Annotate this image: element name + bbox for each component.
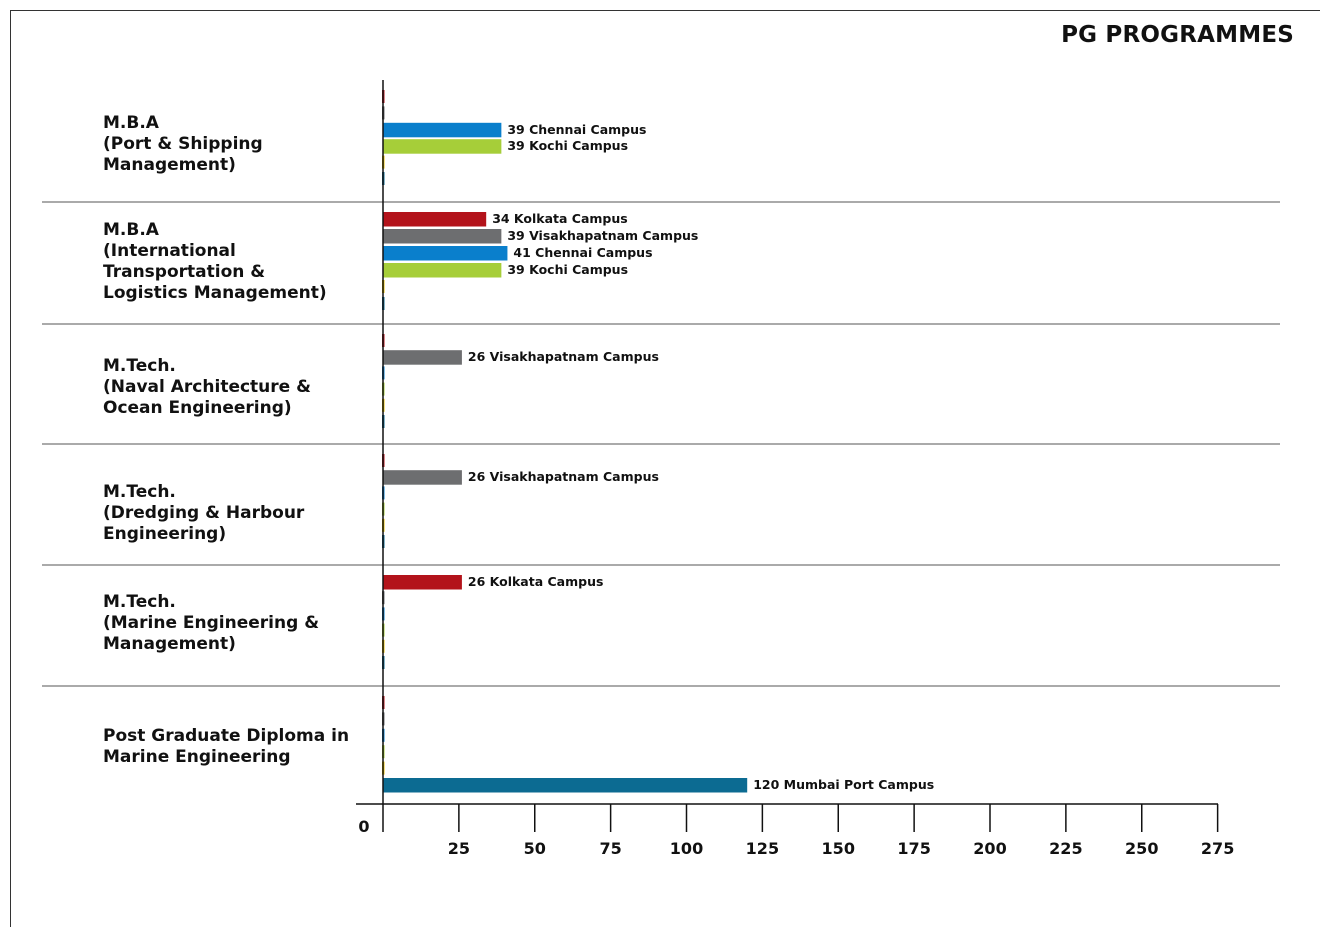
x-tick-label: 0 [358, 817, 369, 836]
data-label: 39 Kochi Campus [507, 138, 628, 153]
x-tick-label: 25 [448, 839, 470, 858]
x-tick-label: 50 [524, 839, 546, 858]
x-tick-label: 275 [1201, 839, 1234, 858]
data-label: 39 Kochi Campus [507, 262, 628, 277]
data-label: 39 Visakhapatnam Campus [507, 228, 698, 243]
category-label: M.Tech. (Dredging & Harbour Engineering) [103, 482, 305, 544]
data-label: 41 Chennai Campus [513, 245, 652, 260]
x-tick-label: 175 [897, 839, 930, 858]
bar [383, 139, 502, 154]
bar [383, 229, 502, 244]
data-label: 26 Visakhapatnam Campus [468, 469, 659, 484]
chart-title: PG PROGRAMMES [1061, 22, 1294, 48]
category-label: M.Tech. (Marine Engineering & Management… [103, 592, 320, 654]
data-label: 26 Visakhapatnam Campus [468, 349, 659, 364]
bar [383, 246, 508, 261]
x-tick-label: 250 [1125, 839, 1158, 858]
x-tick-label: 200 [973, 839, 1006, 858]
data-label: 26 Kolkata Campus [468, 574, 604, 589]
data-label: 34 Kolkata Campus [492, 211, 628, 226]
chart-frame [10, 10, 1320, 927]
category-label: Post Graduate Diploma in Marine Engineer… [103, 726, 350, 767]
bar [383, 350, 462, 365]
data-label: 39 Chennai Campus [507, 122, 646, 137]
bar [383, 778, 748, 793]
x-tick-label: 100 [670, 839, 703, 858]
category-label: M.B.A (International Transportation & Lo… [103, 220, 327, 303]
category-label: M.B.A (Port & Shipping Management) [103, 113, 263, 175]
bar [383, 122, 502, 138]
data-label: 120 Mumbai Port Campus [753, 777, 934, 792]
bar [383, 575, 462, 590]
x-tick-label: 125 [746, 839, 779, 858]
x-tick-label: 75 [599, 839, 621, 858]
bar [383, 212, 487, 227]
bar [383, 263, 502, 278]
bar [383, 470, 462, 485]
x-tick-label: 225 [1049, 839, 1082, 858]
x-tick-label: 150 [822, 839, 855, 858]
category-label: M.Tech. (Naval Architecture & Ocean Engi… [103, 356, 311, 418]
